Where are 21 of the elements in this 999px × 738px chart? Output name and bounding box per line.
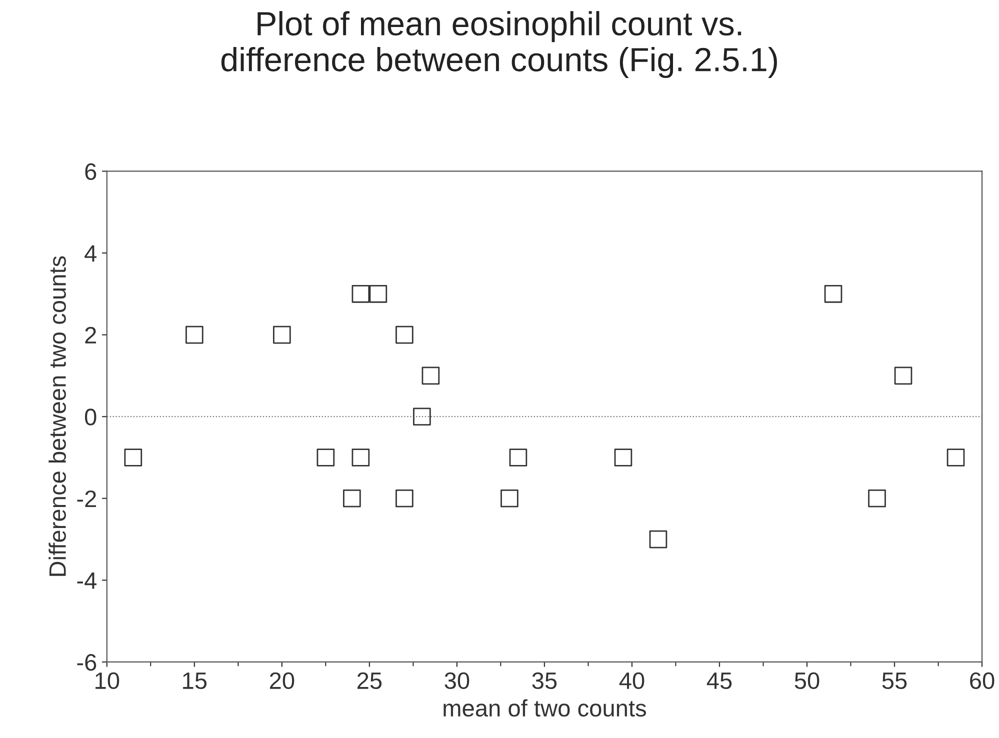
x-tick-label: 20 bbox=[270, 672, 294, 690]
y-tick-label: -6 bbox=[77, 654, 96, 671]
y-tick-label: 4 bbox=[84, 245, 96, 262]
x-tick-label: 45 bbox=[706, 672, 732, 690]
y-tick-label: 2 bbox=[85, 326, 96, 344]
x-tick-label: 25 bbox=[357, 672, 382, 690]
x-axis-title: mean of two counts bbox=[444, 699, 646, 717]
chart-title: Plot of mean eosinophil count vs. difference between counts (Fig. 2.5.1) bbox=[221, 11, 777, 78]
x-tick-label: 30 bbox=[444, 672, 470, 690]
y-axis-title: Difference between two counts bbox=[48, 256, 66, 576]
x-tick-label: 40 bbox=[619, 672, 644, 690]
x-tick-label: 50 bbox=[794, 672, 820, 690]
x-tick-label: 15 bbox=[183, 672, 207, 690]
y-tick-label: -2 bbox=[77, 490, 96, 507]
y-tick-label: -4 bbox=[77, 572, 96, 589]
y-tick-label: 6 bbox=[85, 163, 96, 180]
y-tick-label: 0 bbox=[84, 408, 96, 426]
x-tick-label: 10 bbox=[96, 672, 120, 690]
x-tick-label: 60 bbox=[970, 672, 994, 690]
x-tick-label: 35 bbox=[532, 672, 557, 690]
x-tick-label: 55 bbox=[882, 672, 907, 690]
